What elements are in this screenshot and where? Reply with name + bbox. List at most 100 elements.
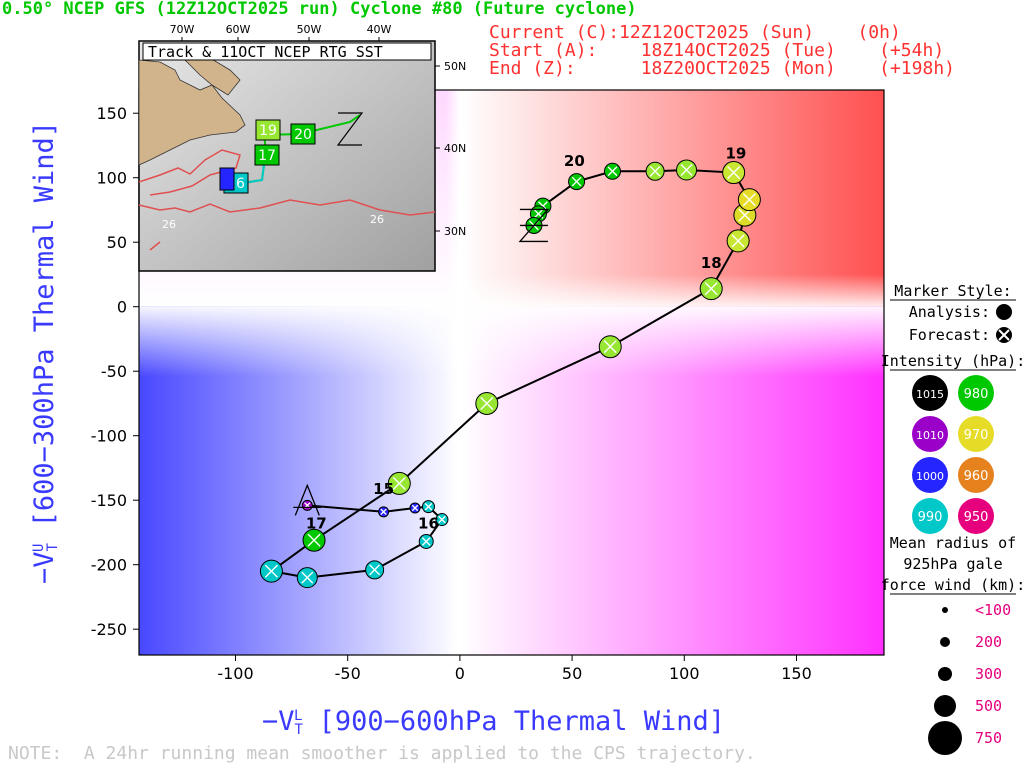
legend-radius-label: 300 bbox=[975, 665, 1002, 683]
trajectory-point bbox=[387, 471, 411, 495]
trajectory-point bbox=[726, 229, 750, 253]
inset-lat-label: 50N bbox=[444, 60, 466, 73]
inset-day-label: 20 bbox=[294, 127, 312, 143]
forecast-x-mark bbox=[411, 504, 419, 512]
y-tick-label: -200 bbox=[91, 556, 127, 575]
trajectory-point bbox=[603, 162, 621, 180]
day-label: 15 bbox=[373, 480, 394, 498]
sst-contour-fragment bbox=[149, 241, 161, 251]
legend-radius-dot bbox=[934, 695, 956, 717]
forecast-x-mark bbox=[264, 564, 278, 578]
end-time-label: End (Z): 18Z20OCT2025 (Mon) (+198h) bbox=[489, 58, 955, 79]
north-america-landmass bbox=[138, 59, 246, 166]
trajectory-point bbox=[435, 513, 449, 527]
inset-lon-label: 40W bbox=[367, 23, 392, 36]
forecast-x-mark bbox=[380, 508, 387, 516]
legend-radius-label: 200 bbox=[975, 633, 1002, 651]
trajectory-point bbox=[365, 560, 385, 580]
forecast-x-mark bbox=[307, 533, 321, 547]
forecast-x-mark bbox=[649, 165, 661, 177]
legend-intensity-label: 950 bbox=[964, 510, 989, 525]
inset-day-label: 17 bbox=[258, 148, 276, 164]
x-axis-label: −VTL [900−600hPa Thermal Wind] bbox=[262, 706, 726, 738]
legend-intensity-swatch bbox=[958, 416, 994, 452]
y-axis-label: −VTU [600−300hPa Thermal Wind] bbox=[29, 120, 61, 584]
trajectory-point bbox=[598, 335, 622, 359]
forecast-x-mark bbox=[369, 564, 381, 576]
forecast-x-mark bbox=[603, 340, 617, 354]
forecast-x-mark bbox=[424, 502, 433, 511]
quadrant-top-right-fade bbox=[459, 90, 884, 307]
axes: -100 -50 0 50 100 150 -250 -200 -150 -100 -50 0 50 10… bbox=[91, 89, 885, 683]
day-label: 16 bbox=[418, 515, 439, 533]
forecast-x-mark bbox=[704, 282, 718, 296]
inset-end-marker bbox=[336, 112, 364, 146]
trajectory-point bbox=[301, 499, 313, 511]
legend-intensity-swatch bbox=[958, 375, 994, 411]
legend-intensity-label: 1000 bbox=[916, 470, 944, 483]
legend-intensity-swatch bbox=[958, 498, 994, 534]
legend-intensity-swatch bbox=[912, 375, 948, 411]
quadrant-bottom-left-fade bbox=[139, 306, 460, 655]
legend-radius-dot bbox=[940, 637, 950, 647]
legend-radius-label: 500 bbox=[975, 697, 1002, 715]
forecast-x-mark bbox=[731, 234, 745, 248]
inset-day-box bbox=[255, 119, 281, 141]
legend-intensity-label: 990 bbox=[918, 510, 943, 525]
plot-frame bbox=[138, 89, 885, 656]
legend-analysis-label: Analysis: bbox=[909, 303, 990, 321]
y-tick-label: -50 bbox=[101, 362, 127, 381]
day-label: 17 bbox=[306, 515, 327, 533]
quadrant-bottom-right-fade bbox=[459, 306, 884, 655]
trajectory-point bbox=[699, 277, 723, 301]
vertical-neutral-band bbox=[445, 90, 474, 655]
y-tick-label: 150 bbox=[96, 104, 127, 123]
inset-day-label: 19 bbox=[259, 123, 277, 139]
forecast-x-mark bbox=[438, 515, 446, 524]
start-marker-a bbox=[293, 483, 322, 516]
y-tick-label: 0 bbox=[117, 298, 127, 317]
day-label: 18 bbox=[701, 254, 722, 272]
y-tick-label: 100 bbox=[96, 169, 127, 188]
forecast-x-mark bbox=[480, 396, 494, 411]
inset-map: Track & 11OCT NCEP RTG SST 70W 60W 50W 40W 5… bbox=[138, 23, 466, 272]
x-tick-label: 100 bbox=[669, 664, 700, 683]
inset-lon-label: 50W bbox=[297, 23, 322, 36]
y-tick-label: -150 bbox=[91, 491, 127, 510]
y-tick-label: 50 bbox=[107, 233, 127, 252]
chart-title: 0.50° NCEP GFS (12Z12OCT2025 run) Cyclon… bbox=[2, 0, 637, 19]
inset-lon-label: 60W bbox=[226, 23, 251, 36]
forecast-x-mark bbox=[392, 476, 406, 490]
inset-day-box bbox=[254, 144, 280, 166]
legend-forecast-x bbox=[998, 329, 1010, 341]
y-tick-label: -100 bbox=[91, 427, 127, 446]
inset-title-box bbox=[142, 42, 432, 61]
legend-radius-title: force wind (km): bbox=[881, 576, 1024, 594]
trajectory: 15 16 17 18 19 20 bbox=[259, 144, 761, 589]
forecast-x-mark bbox=[727, 166, 741, 180]
trajectory-point bbox=[737, 188, 761, 212]
legend-radius-dot bbox=[942, 607, 948, 613]
legend-intensity-swatch bbox=[912, 457, 948, 493]
legend-radius-dot bbox=[938, 667, 952, 681]
legend-radius-title: 925hPa gale bbox=[903, 555, 1002, 573]
trajectory-point bbox=[568, 173, 586, 191]
trajectory-point bbox=[722, 161, 746, 185]
inset-lat-label: 30N bbox=[444, 225, 466, 238]
legend: Marker Style: Analysis: Forecast: Intensity… bbox=[881, 282, 1024, 755]
inset-sst-label: 26 bbox=[370, 213, 384, 226]
end-marker-z bbox=[518, 208, 550, 243]
x-tick-label: 0 bbox=[455, 664, 465, 683]
forecast-x-mark bbox=[421, 537, 431, 546]
inset-start-box bbox=[219, 167, 235, 191]
current-time-label: Current (C):12Z12OCT2025 (Sun) (0h) bbox=[489, 22, 901, 43]
trajectory-point bbox=[645, 161, 665, 181]
x-tick-label: 150 bbox=[781, 664, 812, 683]
inset-lon-label: 70W bbox=[170, 23, 195, 36]
trajectory-point bbox=[302, 528, 326, 552]
forecast-x-mark bbox=[680, 163, 693, 176]
legend-intensity-swatch bbox=[912, 498, 948, 534]
x-tick-label: -100 bbox=[217, 664, 253, 683]
start-time-label: Start (A): 18Z14OCT2025 (Tue) (+54h) bbox=[489, 40, 945, 61]
x-tick-label: -50 bbox=[335, 664, 361, 683]
